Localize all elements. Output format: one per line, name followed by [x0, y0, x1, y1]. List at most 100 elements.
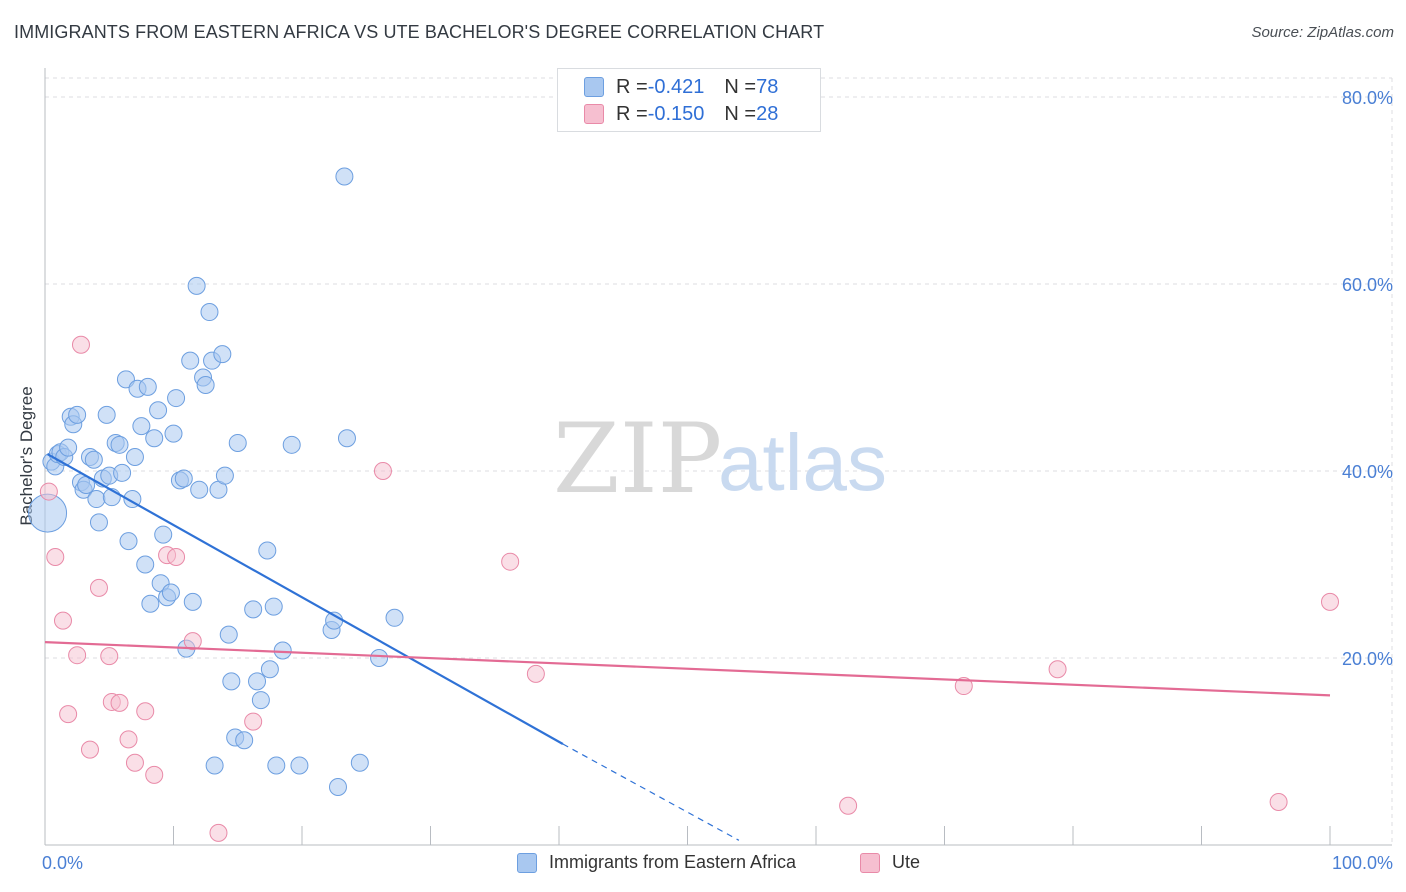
- data-point: [954, 677, 973, 696]
- legend-label-eastern-africa: Immigrants from Eastern Africa: [549, 852, 797, 872]
- trend-line-eastern-africa: [47, 453, 564, 745]
- legend-item-eastern-africa[interactable]: Immigrants from Eastern Africa: [517, 852, 796, 873]
- data-point: [136, 555, 155, 574]
- data-point: [183, 632, 202, 651]
- legend-swatch-blue: [584, 77, 604, 97]
- data-point: [46, 548, 65, 567]
- x-tick-label: 100.0%: [1332, 853, 1393, 873]
- data-point: [145, 765, 164, 784]
- data-point: [87, 490, 106, 509]
- data-point: [501, 552, 520, 571]
- data-point: [335, 167, 354, 186]
- data-point: [97, 405, 116, 424]
- data-point: [145, 429, 164, 448]
- data-point: [248, 672, 267, 691]
- data-point: [196, 375, 215, 394]
- legend-n-label: N =: [724, 75, 757, 98]
- data-point: [71, 335, 90, 354]
- data-point: [219, 625, 238, 644]
- legend-r-label: R =: [616, 75, 648, 98]
- data-point: [136, 702, 155, 721]
- data-point: [839, 796, 858, 815]
- data-point: [167, 548, 186, 567]
- data-point: [328, 778, 347, 797]
- data-point: [350, 753, 369, 772]
- data-point: [59, 705, 78, 724]
- data-point: [100, 647, 119, 666]
- data-point: [89, 578, 108, 597]
- data-point: [187, 276, 206, 295]
- data-point: [164, 424, 183, 443]
- legend-swatch-blue: [517, 852, 537, 873]
- legend-r-value: -0.150: [647, 102, 705, 125]
- watermark-atlas: atlas: [718, 418, 887, 507]
- data-point: [149, 401, 168, 420]
- data-point: [200, 303, 219, 322]
- data-point: [53, 611, 72, 630]
- correlation-legend: R = -0.421 N = 78 R = -0.150 N = 28: [557, 68, 821, 132]
- legend-label-ute: Ute: [892, 852, 921, 872]
- data-point: [1321, 592, 1339, 611]
- data-point: [337, 429, 356, 448]
- data-point: [1269, 792, 1288, 811]
- data-point: [141, 594, 160, 613]
- data-point: [68, 405, 87, 424]
- data-point: [110, 693, 129, 712]
- x-tick-labels: 0.0% 100.0%: [42, 853, 1393, 873]
- data-point: [161, 583, 180, 602]
- data-point: [113, 463, 132, 482]
- data-point: [84, 450, 103, 469]
- data-point: [370, 649, 389, 667]
- data-point: [89, 513, 108, 532]
- data-point: [167, 389, 186, 408]
- data-point: [267, 756, 286, 775]
- series-ute-points: [39, 335, 1339, 842]
- data-point: [68, 646, 87, 665]
- series-legend: Immigrants from Eastern Africa Ute: [0, 852, 1406, 878]
- data-point: [251, 691, 270, 710]
- data-point: [181, 351, 200, 370]
- legend-row-eastern-africa: R = -0.421 N = 78: [584, 74, 778, 100]
- data-point: [373, 462, 392, 480]
- data-point: [119, 532, 138, 551]
- series-eastern-africa-points: [28, 167, 404, 797]
- data-point: [222, 672, 241, 691]
- legend-n-label: N =: [724, 102, 757, 125]
- trend-line-ute: [44, 641, 1331, 697]
- data-point: [244, 600, 263, 619]
- y-tick-label: 80.0%: [1342, 88, 1393, 108]
- legend-item-ute[interactable]: Ute: [860, 852, 920, 873]
- data-point: [80, 740, 99, 759]
- legend-r-label: R =: [616, 102, 648, 125]
- data-point: [215, 466, 234, 485]
- data-point: [59, 438, 78, 457]
- data-point: [282, 435, 301, 454]
- data-point: [213, 345, 232, 364]
- y-tick-label: 60.0%: [1342, 275, 1393, 295]
- legend-n-value: 78: [756, 75, 779, 98]
- legend-swatch-pink: [584, 104, 604, 124]
- data-point: [110, 435, 129, 454]
- data-point: [290, 756, 309, 775]
- trend-extension-eastern-africa: [562, 743, 740, 841]
- data-point: [138, 377, 157, 396]
- data-point: [209, 823, 228, 842]
- data-point: [385, 608, 404, 627]
- legend-row-ute: R = -0.150 N = 28: [584, 101, 778, 127]
- data-point: [125, 447, 144, 466]
- trend-lines: [44, 453, 1331, 841]
- data-point: [205, 756, 224, 775]
- legend-n-value: 28: [756, 102, 779, 125]
- data-point: [119, 730, 138, 749]
- data-point: [132, 417, 151, 436]
- y-tick-labels: 20.0% 40.0% 60.0% 80.0%: [1342, 88, 1393, 669]
- data-point: [183, 592, 202, 611]
- y-tick-label: 40.0%: [1342, 462, 1393, 482]
- data-point: [244, 712, 263, 731]
- legend-swatch-pink: [860, 852, 880, 873]
- data-point: [39, 482, 58, 501]
- legend-r-value: -0.421: [647, 75, 705, 98]
- data-point: [264, 597, 283, 616]
- x-tick-label: 0.0%: [42, 853, 83, 873]
